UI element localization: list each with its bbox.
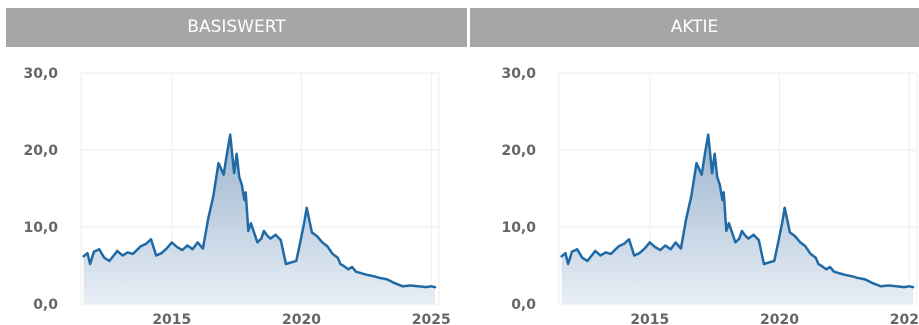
series-line[interactable] [82,133,437,289]
y-tick-label: 0,0 [511,297,536,313]
y-tick-label: 0,0 [33,297,58,313]
y-tick-label: 30,0 [501,66,536,82]
panel-header-aktie[interactable]: AKTIE [470,8,919,47]
y-tick-label: 10,0 [23,220,58,236]
panel-header-basiswert[interactable]: BASISWERT [6,8,467,47]
series-area [83,134,436,304]
y-tick-label: 30,0 [23,66,58,82]
x-tick-label: 2015 [630,312,669,325]
x-tick-label: 2025 [412,312,451,325]
chart-panel-basiswert: BASISWERT 0,0 10,0 20,0 30,0 2015 2020 2025 [6,8,467,325]
chart-aktie: 0,0 10,0 20,0 30,0 2015 2020 2025 [501,66,919,325]
x-tick-label: 2020 [282,312,321,325]
y-tick-label: 20,0 [23,143,58,159]
x-tick-label: 2025 [890,312,919,325]
series-area [561,134,914,304]
y-tick-label: 20,0 [501,143,536,159]
series-line[interactable] [560,133,915,289]
x-tick-label: 2020 [760,312,799,325]
chart-basiswert: 0,0 10,0 20,0 30,0 2015 2020 2025 [23,66,451,325]
x-tick-label: 2015 [152,312,191,325]
y-tick-label: 10,0 [501,220,536,236]
chart-panel-aktie: AKTIE 0,0 10,0 20,0 30,0 2015 2020 2025 [470,8,919,325]
